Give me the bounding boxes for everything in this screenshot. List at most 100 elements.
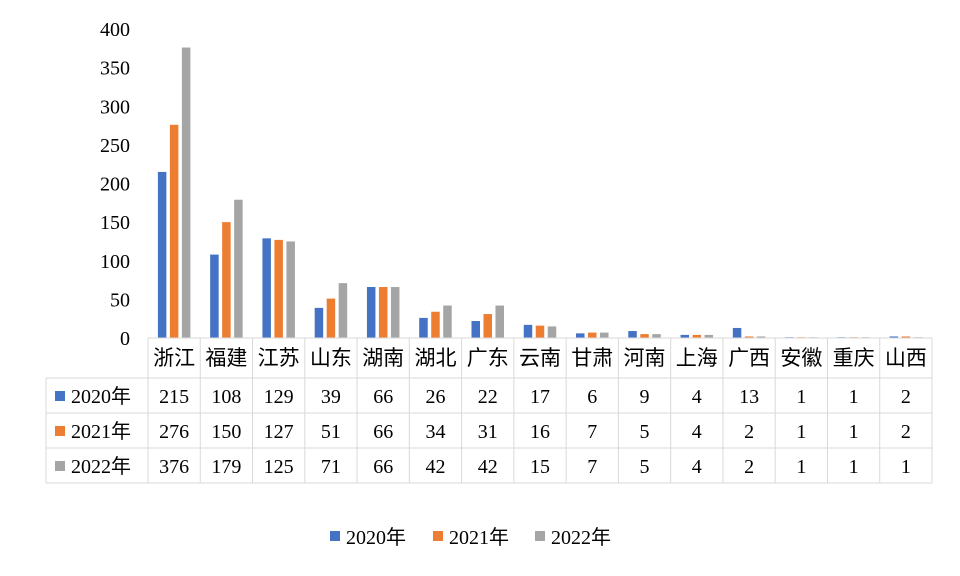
table-cell-value: 1 [849,421,859,443]
legend: 2020年 2021年 2022年 [330,526,611,549]
category-label: 河南 [624,346,666,370]
row-series-label: 2022年 [71,455,131,478]
category-label: 湖北 [414,346,456,370]
table-cell-value: 179 [211,456,241,478]
y-tick-label: 50 [110,289,130,311]
table-cell-value: 51 [321,421,341,443]
table-cell-value: 5 [640,421,650,443]
y-tick-label: 150 [100,212,130,234]
table-cell-value: 13 [739,386,759,408]
bar-甘肃-2022年 [600,332,609,338]
row-legend-key [55,426,65,436]
bar-浙江-2022年 [181,47,191,338]
bar-浙江-2021年 [169,124,179,338]
legend-key [433,531,443,541]
bar-广西-2020年 [732,327,742,338]
bar-甘肃-2020年 [576,333,585,338]
table-cell-value: 2 [901,421,911,443]
category-label: 重庆 [833,346,875,370]
table-cell-value: 1 [796,386,806,408]
bar-山东-2020年 [314,307,324,338]
y-tick-label: 100 [100,251,130,273]
bar-福建-2022年 [234,199,243,338]
table-cell-value: 31 [478,421,498,443]
table-cell-value: 66 [373,421,393,443]
bar-湖北-2022年 [443,305,452,338]
table-cell-value: 376 [159,456,189,478]
table-cell-value: 39 [321,386,341,408]
row-legend-key [55,391,65,401]
bar-福建-2020年 [210,254,219,338]
category-label: 云南 [519,346,561,370]
bar-云南-2022年 [547,326,557,338]
bar-广东-2022年 [495,305,504,338]
bar-广东-2021年 [483,314,492,338]
bar-福建-2021年 [222,222,231,338]
table-cell-value: 9 [640,386,650,408]
table-cell-value: 125 [264,456,294,478]
bar-湖北-2021年 [431,311,440,338]
bar-云南-2020年 [523,324,533,338]
bar-湖南-2021年 [378,287,388,338]
y-tick-label: 200 [100,174,130,196]
bar-广东-2020年 [471,321,480,338]
table-cell-value: 2 [744,421,754,443]
bars [157,47,923,339]
bar-河南-2022年 [652,334,661,338]
category-label: 福建 [205,346,247,370]
table-cell-value: 42 [425,456,445,478]
category-label: 上海 [676,346,718,370]
row-series-label: 2020年 [71,385,131,408]
table-cell-value: 108 [211,386,241,408]
table-cell-value: 17 [530,386,550,408]
legend-key [535,531,545,541]
bar-江苏-2022年 [286,241,295,338]
table-cell-value: 1 [849,456,859,478]
category-label: 山东 [310,346,352,370]
table-cell-value: 150 [211,421,241,443]
category-label: 湖南 [362,346,404,370]
bar-湖南-2020年 [366,287,376,338]
bar-山西-2020年 [889,336,899,338]
bar-山东-2022年 [338,283,348,338]
legend-key [330,531,340,541]
table-cell-value: 71 [321,456,341,478]
bar-广西-2022年 [756,336,766,338]
table-cell-value: 7 [587,456,597,478]
table-cell-value: 129 [264,386,294,408]
y-tick-label: 350 [100,58,130,80]
table-cell-value: 5 [640,456,650,478]
bar-河南-2020年 [628,331,637,338]
category-label: 江苏 [258,346,300,370]
bar-山东-2021年 [326,298,336,338]
y-axis: 0 50 100 150 200 250 300 350 400 [100,19,130,350]
bar-湖北-2020年 [419,317,428,338]
table-cell-value: 276 [159,421,189,443]
bar-上海-2021年 [692,334,702,338]
y-tick-label: 400 [100,19,130,41]
category-label: 山西 [885,346,927,370]
table-cell-value: 1 [796,421,806,443]
bar-江苏-2020年 [262,238,271,338]
table-cell-value: 1 [796,456,806,478]
y-tick-label: 0 [120,328,130,350]
table-cell-value: 4 [692,421,702,443]
bar-上海-2020年 [680,334,690,338]
category-label: 甘肃 [571,346,613,370]
table-cell-value: 2 [901,386,911,408]
category-label: 广东 [467,346,509,370]
table-cell-value: 22 [478,386,498,408]
bar-江苏-2021年 [274,239,283,338]
table-cell-value: 1 [849,386,859,408]
y-tick-label: 250 [100,135,130,157]
table-cell-value: 2 [744,456,754,478]
bar-河南-2021年 [640,334,649,338]
bar-浙江-2020年 [157,171,167,338]
bar-山西-2021年 [901,336,911,338]
category-label: 广西 [728,346,770,370]
table-cell-value: 1 [901,456,911,478]
bar-广西-2021年 [744,336,754,338]
table-cell-value: 4 [692,386,702,408]
table-cell-value: 127 [264,421,294,443]
